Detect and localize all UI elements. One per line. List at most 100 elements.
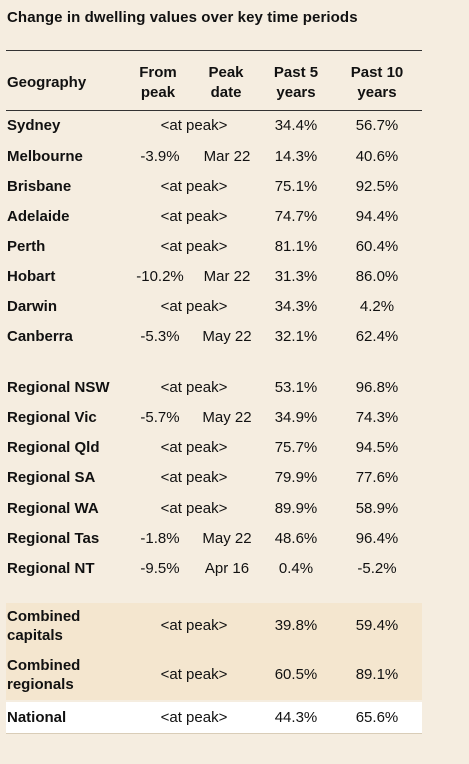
cell-peak-date: Apr 16 — [204, 560, 250, 577]
cell-past-10: 94.5% — [355, 439, 399, 456]
cell-at-peak: <at peak> — [160, 666, 228, 683]
cell-at-peak: <at peak> — [160, 617, 228, 634]
cell-peak-date: Mar 22 — [203, 268, 251, 285]
row-name-line2: capitals — [7, 627, 63, 644]
row-name: Regional Vic — [7, 409, 97, 426]
row-name: Sydney — [7, 117, 61, 134]
row-name: Canberra — [7, 328, 73, 345]
cell-at-peak: <at peak> — [160, 298, 228, 315]
table-row: Regional WA <at peak> 89.9% 58.9% — [6, 494, 422, 524]
cell-past-10: 77.6% — [355, 469, 399, 486]
cell-past-10: 65.6% — [355, 709, 399, 726]
national-band — [6, 702, 422, 733]
table-row: Regional SA <at peak> 79.9% 77.6% — [6, 463, 422, 493]
cell-past-10: 4.2% — [359, 298, 395, 315]
table-row: Regional NSW <at peak> 53.1% 96.8% — [6, 373, 422, 403]
cell-past-5: 81.1% — [274, 238, 318, 255]
bottom-rule — [6, 733, 422, 734]
cell-at-peak: <at peak> — [160, 439, 228, 456]
table-row: Darwin <at peak> 34.3% 4.2% — [6, 292, 422, 322]
cell-past-10: 58.9% — [355, 500, 399, 517]
row-name-line1: Combined — [7, 608, 81, 625]
header-geography: Geography — [7, 74, 87, 91]
row-name-line1: Combined — [7, 657, 81, 674]
cell-past-10: 56.7% — [355, 117, 399, 134]
table-row: Sydney <at peak> 34.4% 56.7% — [6, 111, 422, 141]
summary-band — [6, 603, 422, 700]
cell-past-10: 62.4% — [355, 328, 399, 345]
table-row: Melbourne -3.9% Mar 22 14.3% 40.6% — [6, 142, 422, 172]
table-row: Regional Qld <at peak> 75.7% 94.5% — [6, 433, 422, 463]
cell-past-10: 86.0% — [355, 268, 399, 285]
row-name: National — [7, 709, 67, 726]
cell-past-5: 79.9% — [274, 469, 318, 486]
header-past-5-line2: years — [276, 84, 316, 101]
cell-past-10: 74.3% — [355, 409, 399, 426]
cell-past-10: 94.4% — [355, 208, 399, 225]
cell-past-10: 92.5% — [355, 178, 399, 195]
cell-peak-date: May 22 — [202, 530, 252, 547]
table-row: Canberra -5.3% May 22 32.1% 62.4% — [6, 322, 422, 352]
table-row-national: National <at peak> 44.3% 65.6% — [6, 703, 422, 733]
header-past-10-line1: Past 10 — [350, 64, 404, 81]
header-peak-date: Peak date — [196, 63, 256, 103]
cell-past-5: 53.1% — [274, 379, 318, 396]
cell-past-5: 39.8% — [274, 617, 318, 634]
row-name: Perth — [7, 238, 46, 255]
row-name: Hobart — [7, 268, 56, 285]
table-row: Hobart -10.2% Mar 22 31.3% 86.0% — [6, 262, 422, 292]
cell-peak-date: Mar 22 — [203, 148, 251, 165]
cell-from-peak: -5.7% — [140, 409, 180, 426]
row-name: Adelaide — [7, 208, 70, 225]
table-row-combined-regionals: Combined regionals <at peak> 60.5% 89.1% — [6, 655, 422, 695]
cell-past-5: 14.3% — [274, 148, 318, 165]
table-row-combined-capitals: Combined capitals <at peak> 39.8% 59.4% — [6, 606, 422, 646]
cell-past-5: 31.3% — [274, 268, 318, 285]
cell-past-5: 34.4% — [274, 117, 318, 134]
header-peak-date-line1: Peak — [208, 64, 244, 81]
header-from-peak: From peak — [128, 63, 188, 103]
cell-past-10: 89.1% — [355, 666, 399, 683]
cell-at-peak: <at peak> — [160, 178, 228, 195]
cell-at-peak: <at peak> — [160, 117, 228, 134]
cell-past-5: 60.5% — [274, 666, 318, 683]
cell-past-10: 60.4% — [355, 238, 399, 255]
row-name: Regional Tas — [7, 530, 100, 547]
header-past-5-line1: Past 5 — [273, 64, 319, 81]
cell-at-peak: <at peak> — [160, 238, 228, 255]
row-name: Regional Qld — [7, 439, 100, 456]
cell-past-10: -5.2% — [357, 560, 397, 577]
row-name: Regional SA — [7, 469, 96, 486]
table-title: Change in dwelling values over key time … — [7, 9, 358, 26]
cell-at-peak: <at peak> — [160, 709, 228, 726]
row-name: Darwin — [7, 298, 58, 315]
cell-past-5: 44.3% — [274, 709, 318, 726]
cell-past-5: 89.9% — [274, 500, 318, 517]
cell-from-peak: -9.5% — [140, 560, 180, 577]
cell-past-5: 32.1% — [274, 328, 318, 345]
cell-past-5: 48.6% — [274, 530, 318, 547]
cell-at-peak: <at peak> — [160, 500, 228, 517]
table-row: Regional Vic -5.7% May 22 34.9% 74.3% — [6, 403, 422, 433]
cell-past-5: 34.3% — [274, 298, 318, 315]
table-row: Brisbane <at peak> 75.1% 92.5% — [6, 172, 422, 202]
cell-past-10: 59.4% — [355, 617, 399, 634]
row-name-line2: regionals — [7, 676, 74, 693]
cell-from-peak: -5.3% — [140, 328, 180, 345]
header-past-10-years: Past 10 years — [341, 63, 413, 103]
cell-at-peak: <at peak> — [160, 469, 228, 486]
cell-past-5: 75.7% — [274, 439, 318, 456]
header-rule — [6, 110, 422, 111]
header-past-5-years: Past 5 years — [266, 63, 326, 103]
cell-past-10: 40.6% — [355, 148, 399, 165]
header-from-peak-line1: From — [139, 64, 177, 81]
header-past-10-line2: years — [357, 84, 397, 101]
cell-from-peak: -1.8% — [140, 530, 180, 547]
cell-from-peak: -10.2% — [136, 268, 184, 285]
table-row: Adelaide <at peak> 74.7% 94.4% — [6, 202, 422, 232]
row-name: Melbourne — [7, 148, 83, 165]
cell-peak-date: May 22 — [202, 409, 252, 426]
row-name: Regional NSW — [7, 379, 110, 396]
cell-from-peak: -3.9% — [140, 148, 180, 165]
table-row: Regional Tas -1.8% May 22 48.6% 96.4% — [6, 524, 422, 554]
